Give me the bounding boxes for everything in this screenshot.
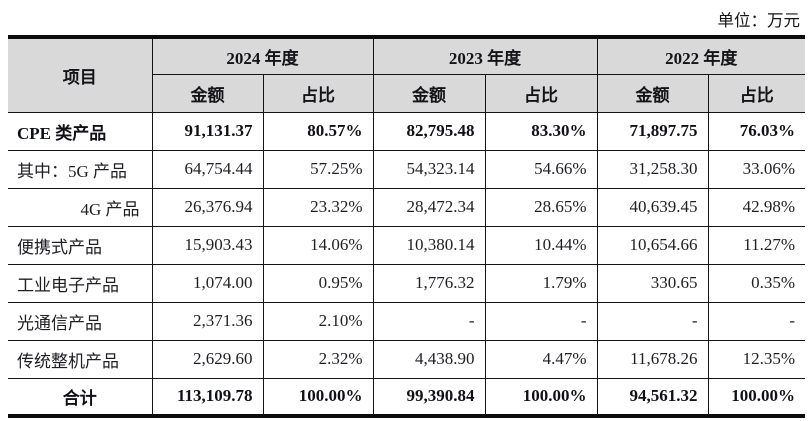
table-cell: 15,903.43	[151, 225, 264, 265]
table-cell: 100.00%	[484, 377, 598, 415]
col-header-ratio-2022: 占比	[707, 73, 806, 113]
table-cell: 26,376.94	[151, 187, 264, 227]
table-cell: 94,561.32	[596, 377, 709, 415]
row-label: 其中：5G 产品	[7, 149, 153, 189]
table-cell: 42.98%	[707, 187, 806, 227]
col-header-ratio-2024: 占比	[262, 73, 374, 113]
revenue-by-product-table: 项目 2024 年度 2023 年度 2022 年度 金额 占比 金额 占比 金…	[7, 38, 806, 415]
table-row-traditional: 传统整机产品 2,629.60 2.32% 4,438.90 4.47% 11,…	[7, 339, 806, 379]
col-header-year-2023: 2023 年度	[372, 38, 598, 75]
table-cell: 1.79%	[484, 263, 598, 303]
table-row-industrial: 工业电子产品 1,074.00 0.95% 1,776.32 1.79% 330…	[7, 263, 806, 303]
table-cell: 2.10%	[262, 301, 374, 341]
table-cell: -	[707, 301, 806, 341]
table-cell: 10,654.66	[596, 225, 709, 265]
table-cell: 1,074.00	[151, 263, 264, 303]
table-cell: 2,629.60	[151, 339, 264, 379]
col-header-amount-2022: 金额	[596, 73, 709, 113]
table-bottom-double-rule	[8, 414, 805, 418]
table-cell: 28,472.34	[372, 187, 486, 227]
table-cell: 10.44%	[484, 225, 598, 265]
table-cell: 33.06%	[707, 149, 806, 189]
table-cell: 31,258.30	[596, 149, 709, 189]
table-cell: 10,380.14	[372, 225, 486, 265]
col-header-amount-2024: 金额	[151, 73, 264, 113]
table-cell: 71,897.75	[596, 111, 709, 151]
table-cell: 40,639.45	[596, 187, 709, 227]
table-row-optical: 光通信产品 2,371.36 2.10% - - - -	[7, 301, 806, 341]
table-cell: 330.65	[596, 263, 709, 303]
row-label: 便携式产品	[7, 225, 153, 265]
unit-label: 单位：万元	[717, 11, 801, 30]
row-label: 工业电子产品	[7, 263, 153, 303]
row-label: CPE 类产品	[7, 111, 153, 151]
table-cell: 82,795.48	[372, 111, 486, 151]
table-cell: 11,678.26	[596, 339, 709, 379]
row-label: 合计	[7, 377, 153, 415]
row-label: 4G 产品	[7, 187, 153, 227]
table-cell: 83.30%	[484, 111, 598, 151]
table-cell: 80.57%	[262, 111, 374, 151]
table-cell: 12.35%	[707, 339, 806, 379]
col-header-amount-2023: 金额	[372, 73, 486, 113]
table-cell: -	[596, 301, 709, 341]
table-row-cpe: CPE 类产品 91,131.37 80.57% 82,795.48 83.30…	[7, 111, 806, 151]
row-label: 光通信产品	[7, 301, 153, 341]
table-cell: 23.32%	[262, 187, 374, 227]
table-cell: 2,371.36	[151, 301, 264, 341]
table-cell: 99,390.84	[372, 377, 486, 415]
table-cell: 11.27%	[707, 225, 806, 265]
table-row-4g: 4G 产品 26,376.94 23.32% 28,472.34 28.65% …	[7, 187, 806, 227]
table-cell: 14.06%	[262, 225, 374, 265]
table-cell: 100.00%	[707, 377, 806, 415]
table-cell: 2.32%	[262, 339, 374, 379]
table-cell: -	[484, 301, 598, 341]
col-header-year-2024: 2024 年度	[151, 38, 374, 75]
table-cell: 100.00%	[262, 377, 374, 415]
table-cell: 76.03%	[707, 111, 806, 151]
table-cell: 0.95%	[262, 263, 374, 303]
table-row-portable: 便携式产品 15,903.43 14.06% 10,380.14 10.44% …	[7, 225, 806, 265]
row-label: 传统整机产品	[7, 339, 153, 379]
table-cell: -	[372, 301, 486, 341]
table-cell: 54,323.14	[372, 149, 486, 189]
table-cell: 113,109.78	[151, 377, 264, 415]
table-cell: 4.47%	[484, 339, 598, 379]
table-cell: 91,131.37	[151, 111, 264, 151]
table-cell: 0.35%	[707, 263, 806, 303]
revenue-table-wrapper: 项目 2024 年度 2023 年度 2022 年度 金额 占比 金额 占比 金…	[7, 35, 806, 418]
table-cell: 57.25%	[262, 149, 374, 189]
table-row-5g: 其中：5G 产品 64,754.44 57.25% 54,323.14 54.6…	[7, 149, 806, 189]
table-cell: 1,776.32	[372, 263, 486, 303]
col-header-year-2022: 2022 年度	[596, 38, 806, 75]
col-header-item: 项目	[7, 38, 153, 113]
table-cell: 4,438.90	[372, 339, 486, 379]
table-cell: 28.65%	[484, 187, 598, 227]
table-cell: 54.66%	[484, 149, 598, 189]
table-cell: 64,754.44	[151, 149, 264, 189]
table-row-total: 合计 113,109.78 100.00% 99,390.84 100.00% …	[7, 377, 806, 415]
col-header-ratio-2023: 占比	[484, 73, 598, 113]
